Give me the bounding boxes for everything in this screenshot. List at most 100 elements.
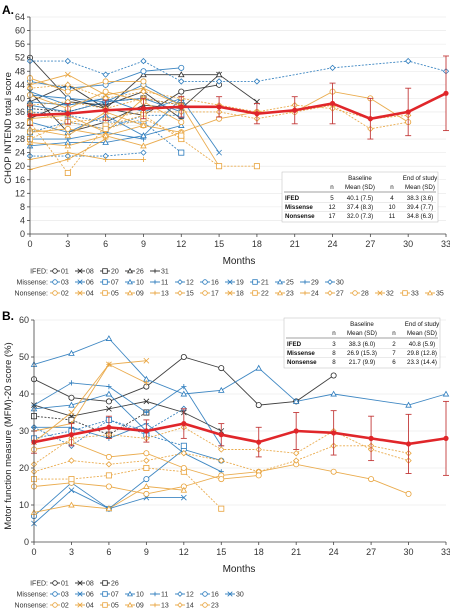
series-point-nonsense [368,476,375,483]
legend-marker-ifed [77,580,83,586]
series-point-missense [140,149,147,156]
x-axis-label-a: Months [223,256,256,267]
legend-group-label: Missense: [16,592,48,599]
legend-item-missense: 03 [61,592,69,599]
legend-item-nonsense: 28 [361,291,369,298]
legend-marker-missense [327,279,333,285]
legend-marker-missense [102,591,108,597]
summary-table-b: Baseline End of study n Mean (SD) n Mean (SD)… [283,317,441,369]
legend-marker-nonsense [77,602,83,608]
legend-marker-missense [127,278,133,285]
table-cell: 29.8 (12.8) [407,350,437,357]
table-cell: Missense [285,204,313,211]
panel-label-b: B. [2,309,14,323]
x-tick-label-b: 3 [69,547,74,557]
mean-point [178,104,184,110]
series-point-nonsense [253,163,260,170]
mean-point [181,421,187,427]
legend-item-nonsense: 23 [286,291,294,298]
x-tick-label-b: 12 [179,547,189,557]
table-subheader: Mean (SD) [407,330,437,337]
series-point-nonsense [178,119,185,126]
legend-item-nonsense: 15 [186,291,194,298]
legend-item-nonsense: 02 [61,603,69,610]
y-tick-label-b: 10 [19,500,29,510]
legend-item-nonsense: 02 [61,291,69,298]
legend-marker-missense [127,590,133,597]
table-cell: IFED [287,341,302,348]
table-subheader: n [390,184,394,191]
x-tick-label-a: 9 [141,239,146,249]
series-point-missense [255,364,263,371]
x-tick-label-a: 27 [365,239,375,249]
mean-series-b [31,400,449,476]
series-point-nonsense [105,483,112,490]
series-point-nonsense [143,380,149,386]
y-tick-label-b: 30 [19,426,29,436]
legend-item-missense: 19 [236,280,244,287]
mean-point [443,435,449,441]
table-cell: 10 [389,204,396,211]
series-point-missense [106,384,112,390]
legend-item-missense: 07 [111,280,119,287]
series-line-nonsense [33,363,147,432]
legend-marker-ifed [102,580,108,586]
series-point-missense [253,78,261,85]
legend-item-missense: 12 [186,592,194,599]
series-point-missense [217,386,225,393]
table-header-baseline: Baseline [348,175,372,182]
table-cell: 40.8 (5.9) [409,341,435,348]
y-tick-label-a: 20 [15,161,25,171]
legend-group-label: Nonsense: [15,291,49,298]
series-line-nonsense [29,77,144,93]
series-point-ifed [177,71,185,78]
x-tick-label-a: 6 [103,239,108,249]
x-tick-label-b: 6 [106,547,111,557]
series-point-nonsense [143,457,150,464]
legend-marker-missense [227,591,233,597]
legend-item-nonsense: 04 [86,603,94,610]
series-point-missense [102,71,109,78]
mean-point [103,107,109,113]
y-tick-label-a: 40 [15,93,25,103]
legend-marker-nonsense [427,289,433,296]
series-point-missense [177,122,185,128]
series-line-nonsense [29,152,144,160]
legend-marker-nonsense [77,290,83,296]
mean-point [106,424,112,430]
y-tick-label-a: 16 [15,175,25,185]
table-cell: 26.9 (15.3) [347,350,377,357]
legend-marker-nonsense [52,290,58,296]
series-point-ifed [178,88,185,95]
legend-marker-nonsense [177,602,183,608]
series-point-nonsense [180,464,187,471]
y-tick-label-b: 60 [19,315,29,325]
series-point-missense [181,384,187,390]
series-point-nonsense [143,357,150,364]
legend-item-missense: 06 [86,592,94,599]
x-tick-label-a: 24 [328,239,338,249]
table-background [283,317,441,369]
mean-point [65,111,71,117]
table-cell: 17 [329,213,336,220]
y-tick-label-a: 8 [20,202,25,212]
table-cell: 7 [392,350,396,357]
series-point-ifed [140,71,147,78]
series-point-ifed [180,354,187,361]
series-point-missense [68,401,75,408]
series-point-missense [329,64,336,72]
table-subheader: Mean (SD) [347,330,377,337]
series-point-missense [68,349,75,356]
series-point-missense [180,494,187,501]
series-point-nonsense [216,163,223,170]
mean-point [331,430,337,436]
series-point-missense [140,57,147,65]
series-point-nonsense [102,88,109,95]
series-point-nonsense [65,150,71,156]
series-point-nonsense [140,88,147,95]
legend-marker-nonsense [327,290,333,296]
series-point-missense [140,68,147,75]
legend-item-nonsense: 35 [436,291,444,298]
legend-marker-nonsense [127,601,133,608]
